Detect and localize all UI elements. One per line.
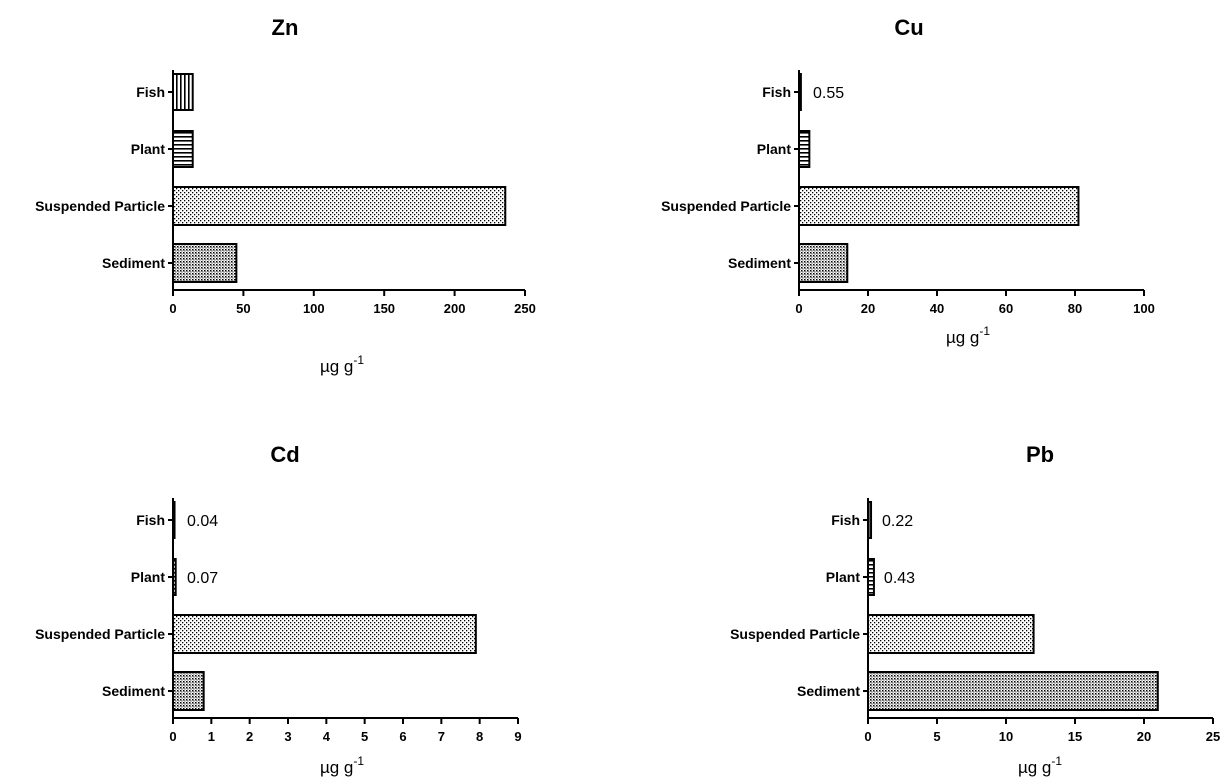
bar-fish [867,501,873,539]
category-label: Suspended Particle [35,198,165,214]
category-label: Plant [131,569,166,585]
x-tick-label: 1 [208,729,215,744]
category-label: Suspended Particle [35,626,165,642]
x-tick-label: 15 [1068,729,1082,744]
x-axis-title-main: µg g [1018,758,1051,777]
x-tick-label: 8 [476,729,483,744]
x-axis-title: µg g-1 [320,353,364,376]
x-tick-label: 0 [795,301,802,316]
x-tick-label: 5 [933,729,940,744]
category-label: Fish [762,84,791,100]
bar-plant [867,558,875,596]
x-tick-label: 25 [1206,729,1220,744]
data-label: 0.07 [187,570,218,587]
chart-panel-zn: Zn Fish Plant Suspended Particle Sediment 0 50… [35,15,536,376]
x-tick-label: 10 [999,729,1013,744]
chart-title: Cu [894,15,923,40]
x-tick-label: 20 [861,301,875,316]
x-tick-label: 7 [438,729,445,744]
bar-sediment [798,243,849,283]
x-tick-label: 200 [444,301,466,316]
bar-fish [172,501,176,539]
bar-suspended-particle [172,186,507,226]
category-label: Plant [826,569,861,585]
x-axis-title-superscript: -1 [1051,754,1062,768]
category-label: Sediment [728,255,791,271]
chart-panel-pb: Pb Fish 0.22 Plant 0.43 Suspended Particle Sed… [730,442,1220,777]
bar-sediment [172,243,238,283]
category-label: Fish [136,84,165,100]
category-label: Plant [757,141,792,157]
bar-sediment [172,671,205,711]
x-tick-label: 6 [399,729,406,744]
x-axis-title: µg g-1 [946,324,990,347]
x-tick-label: 9 [514,729,521,744]
x-axis-title-main: µg g [320,758,353,777]
x-tick-label: 0 [169,729,176,744]
x-axis-title: µg g-1 [320,754,364,777]
x-axis-title-superscript: -1 [353,754,364,768]
bar-suspended-particle [798,186,1080,226]
bar-suspended-particle [867,614,1035,654]
category-label: Sediment [102,255,165,271]
x-tick-label: 40 [930,301,944,316]
x-tick-label: 4 [323,729,331,744]
data-label: 0.55 [813,85,844,102]
x-tick-label: 2 [246,729,253,744]
x-tick-label: 5 [361,729,368,744]
x-axis-title: µg g-1 [1018,754,1062,777]
category-label: Plant [131,141,166,157]
category-label: Fish [136,512,165,528]
chart-title: Cd [270,442,299,467]
x-axis-title-main: µg g [946,328,979,347]
x-tick-label: 150 [373,301,395,316]
category-label: Sediment [797,683,860,699]
x-tick-label: 80 [1068,301,1082,316]
chart-title: Pb [1026,442,1054,467]
bar-plant [172,558,177,596]
data-label: 0.04 [187,513,218,530]
category-label: Fish [831,512,860,528]
x-tick-label: 60 [999,301,1013,316]
x-tick-label: 0 [169,301,176,316]
x-tick-label: 250 [514,301,536,316]
bar-suspended-particle [172,614,477,654]
chart-panel-cd: Cd Fish 0.04 Plant 0.07 Suspended Particle Sed… [35,442,522,777]
category-label: Suspended Particle [730,626,860,642]
x-tick-label: 50 [236,301,250,316]
bar-plant [172,130,194,168]
bar-fish [798,73,802,111]
x-tick-label: 0 [864,729,871,744]
x-tick-label: 100 [303,301,325,316]
x-tick-label: 100 [1133,301,1155,316]
x-tick-label: 20 [1137,729,1151,744]
data-label: 0.22 [882,513,913,530]
chart-title: Zn [272,15,299,40]
data-label: 0.43 [884,570,915,587]
x-axis-title-superscript: -1 [979,324,990,338]
x-axis-title-main: µg g [320,357,353,376]
x-tick-label: 3 [284,729,291,744]
chart-panel-cu: Cu Fish 0.55 Plant Suspended Particle Sedimen… [661,15,1155,347]
bar-plant [798,130,811,168]
bar-fish [172,73,194,111]
category-label: Sediment [102,683,165,699]
category-label: Suspended Particle [661,198,791,214]
x-axis-title-superscript: -1 [353,353,364,367]
bar-sediment [867,671,1159,711]
